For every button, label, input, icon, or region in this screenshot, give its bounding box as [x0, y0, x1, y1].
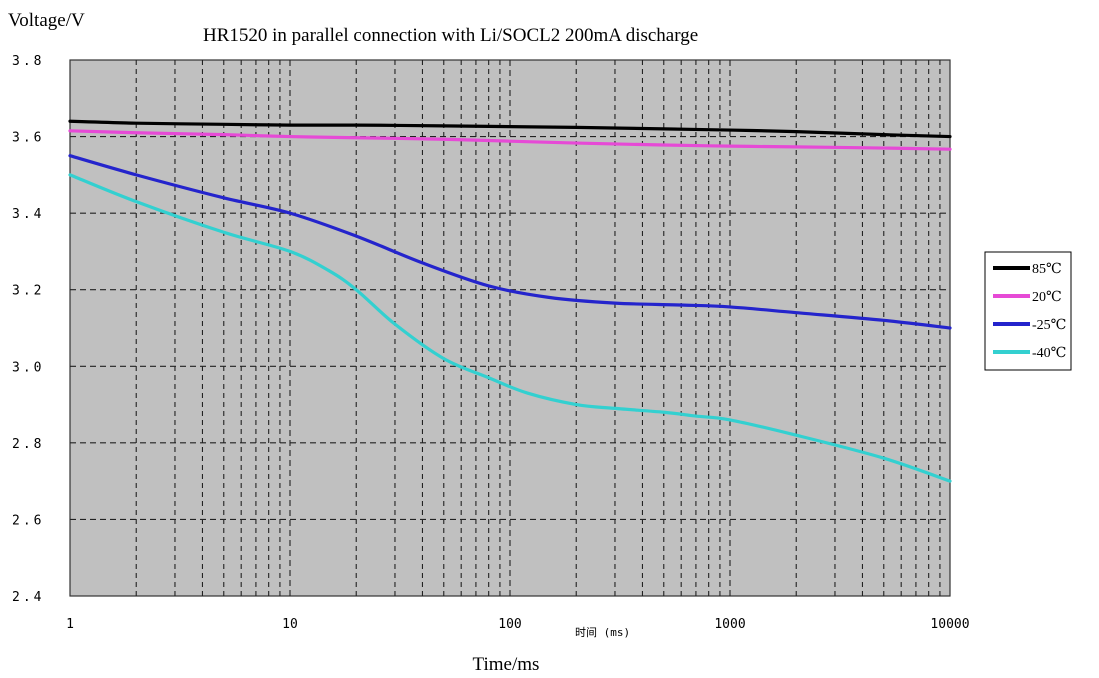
x-tick-label: 100 [498, 617, 521, 632]
y-tick-label: 3.0 [12, 360, 44, 375]
y-tick-label: 3.4 [12, 207, 44, 222]
y-tick-label: 3.6 [12, 131, 44, 146]
series-line-2 [68, 129, 952, 151]
x-tick-label: 10000 [930, 617, 969, 632]
series-line-1 [68, 119, 952, 139]
series-line-4 [68, 173, 952, 483]
y-axis-title: Voltage/V [8, 10, 85, 31]
y-tick-labels: 2.4 2.6 2.8 3.0 3.2 3.4 3.6 3.8 [12, 54, 44, 605]
chart-title: HR1520 in parallel connection with Li/SO… [203, 25, 698, 46]
x-axis-inner-label: 时间 (ms) [575, 626, 630, 639]
x-axis-title: Time/ms [473, 654, 540, 675]
x-tick-label: 1 [66, 617, 74, 632]
y-tick-label: 3.2 [12, 284, 44, 299]
legend-label-4: -40℃ [1032, 346, 1066, 361]
y-tick-label: 3.8 [12, 54, 44, 69]
legend-label-1: 85℃ [1032, 262, 1062, 277]
series-line-3 [68, 154, 952, 330]
series-lines [68, 119, 952, 483]
x-tick-label: 1000 [714, 617, 745, 632]
y-tick-label: 2.8 [12, 437, 44, 452]
legend: 85℃ 20℃ -25℃ -40℃ [984, 251, 1072, 371]
x-tick-labels: 1 10 100 1000 10000 [66, 617, 969, 632]
y-tick-label: 2.4 [12, 590, 44, 605]
x-tick-label: 10 [282, 617, 298, 632]
legend-label-2: 20℃ [1032, 290, 1062, 305]
plot-area [69, 59, 951, 597]
legend-label-3: -25℃ [1032, 318, 1066, 333]
y-tick-label: 2.6 [12, 513, 44, 528]
